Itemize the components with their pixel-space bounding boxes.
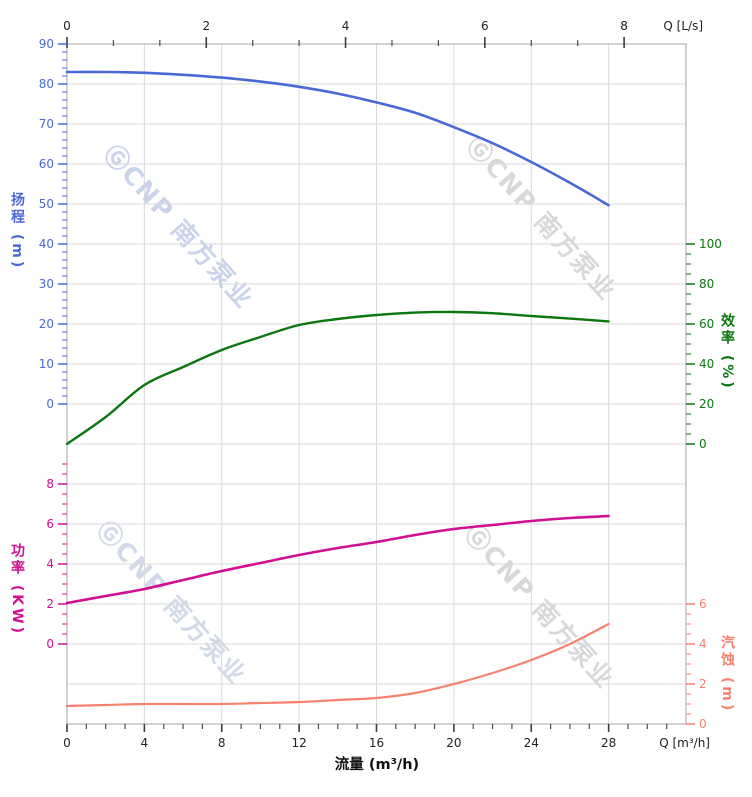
bottom-tick-label: 28: [601, 736, 616, 750]
head-tick-label: 50: [39, 197, 54, 211]
top-tick-label: 2: [202, 19, 210, 33]
head-axis-title: 扬程 (m): [9, 192, 25, 271]
top-tick-label: 6: [481, 19, 489, 33]
efficiency-tick-label: 80: [699, 277, 714, 291]
efficiency-axis-title: 效率 (%): [719, 313, 735, 391]
head-tick-label: 0: [46, 397, 54, 411]
head-tick-label: 10: [39, 357, 54, 371]
bottom-axis: 0 4 8 12 16 20 24 28 Q [m³/h]: [63, 724, 710, 750]
bottom-tick-label: 12: [291, 736, 306, 750]
bottom-tick-label: 16: [369, 736, 384, 750]
power-tick-label: 4: [46, 557, 54, 571]
npsh-axis: 6 4 2 0: [686, 597, 707, 731]
top-tick-label: 8: [620, 19, 628, 33]
top-tick-label: 4: [342, 19, 350, 33]
bottom-tick-label: 8: [218, 736, 226, 750]
efficiency-tick-label: 20: [699, 397, 714, 411]
power-tick-label: 6: [46, 517, 54, 531]
npsh-tick-label: 2: [699, 677, 707, 691]
efficiency-tick-label: 40: [699, 357, 714, 371]
power-tick-label: 0: [46, 637, 54, 651]
efficiency-tick-label: 60: [699, 317, 714, 331]
bottom-tick-label: 0: [63, 736, 71, 750]
power-curve: [65, 514, 610, 605]
head-axis: 90 80 70 60 50 40 30 20 10 0: [39, 37, 67, 411]
efficiency-tick-label: 0: [699, 437, 707, 451]
top-axis: 0 2 4 6 8 Q [L/s]: [63, 19, 703, 48]
npsh-curve: [65, 622, 610, 708]
head-tick-label: 90: [39, 37, 54, 51]
npsh-tick-label: 0: [699, 717, 707, 731]
head-tick-label: 70: [39, 117, 54, 131]
bottom-tick-label: 4: [141, 736, 149, 750]
npsh-axis-title: 汽蚀 (m): [719, 635, 735, 714]
head-tick-label: 80: [39, 77, 54, 91]
top-axis-unit-label: Q [L/s]: [663, 19, 703, 33]
efficiency-tick-label: 100: [699, 237, 722, 251]
head-tick-label: 30: [39, 277, 54, 291]
bottom-tick-label: 24: [524, 736, 539, 750]
grid: [66, 43, 687, 725]
power-axis-title: 功率 (KW): [9, 543, 25, 636]
head-tick-label: 60: [39, 157, 54, 171]
efficiency-curve: [65, 310, 610, 446]
bottom-axis-unit-label: Q [m³/h]: [659, 736, 710, 750]
npsh-tick-label: 6: [699, 597, 707, 611]
power-tick-label: 8: [46, 477, 54, 491]
efficiency-axis: 100 80 60 40 20 0: [686, 237, 722, 451]
npsh-tick-label: 4: [699, 637, 707, 651]
bottom-tick-label: 20: [446, 736, 461, 750]
head-tick-label: 40: [39, 237, 54, 251]
flow-axis-title: 流量 (m³/h): [334, 757, 420, 773]
power-axis: 8 6 4 2 0: [46, 463, 67, 651]
head-curve: [65, 70, 610, 207]
head-tick-label: 20: [39, 317, 54, 331]
top-tick-label: 0: [63, 19, 71, 33]
power-tick-label: 2: [46, 597, 54, 611]
